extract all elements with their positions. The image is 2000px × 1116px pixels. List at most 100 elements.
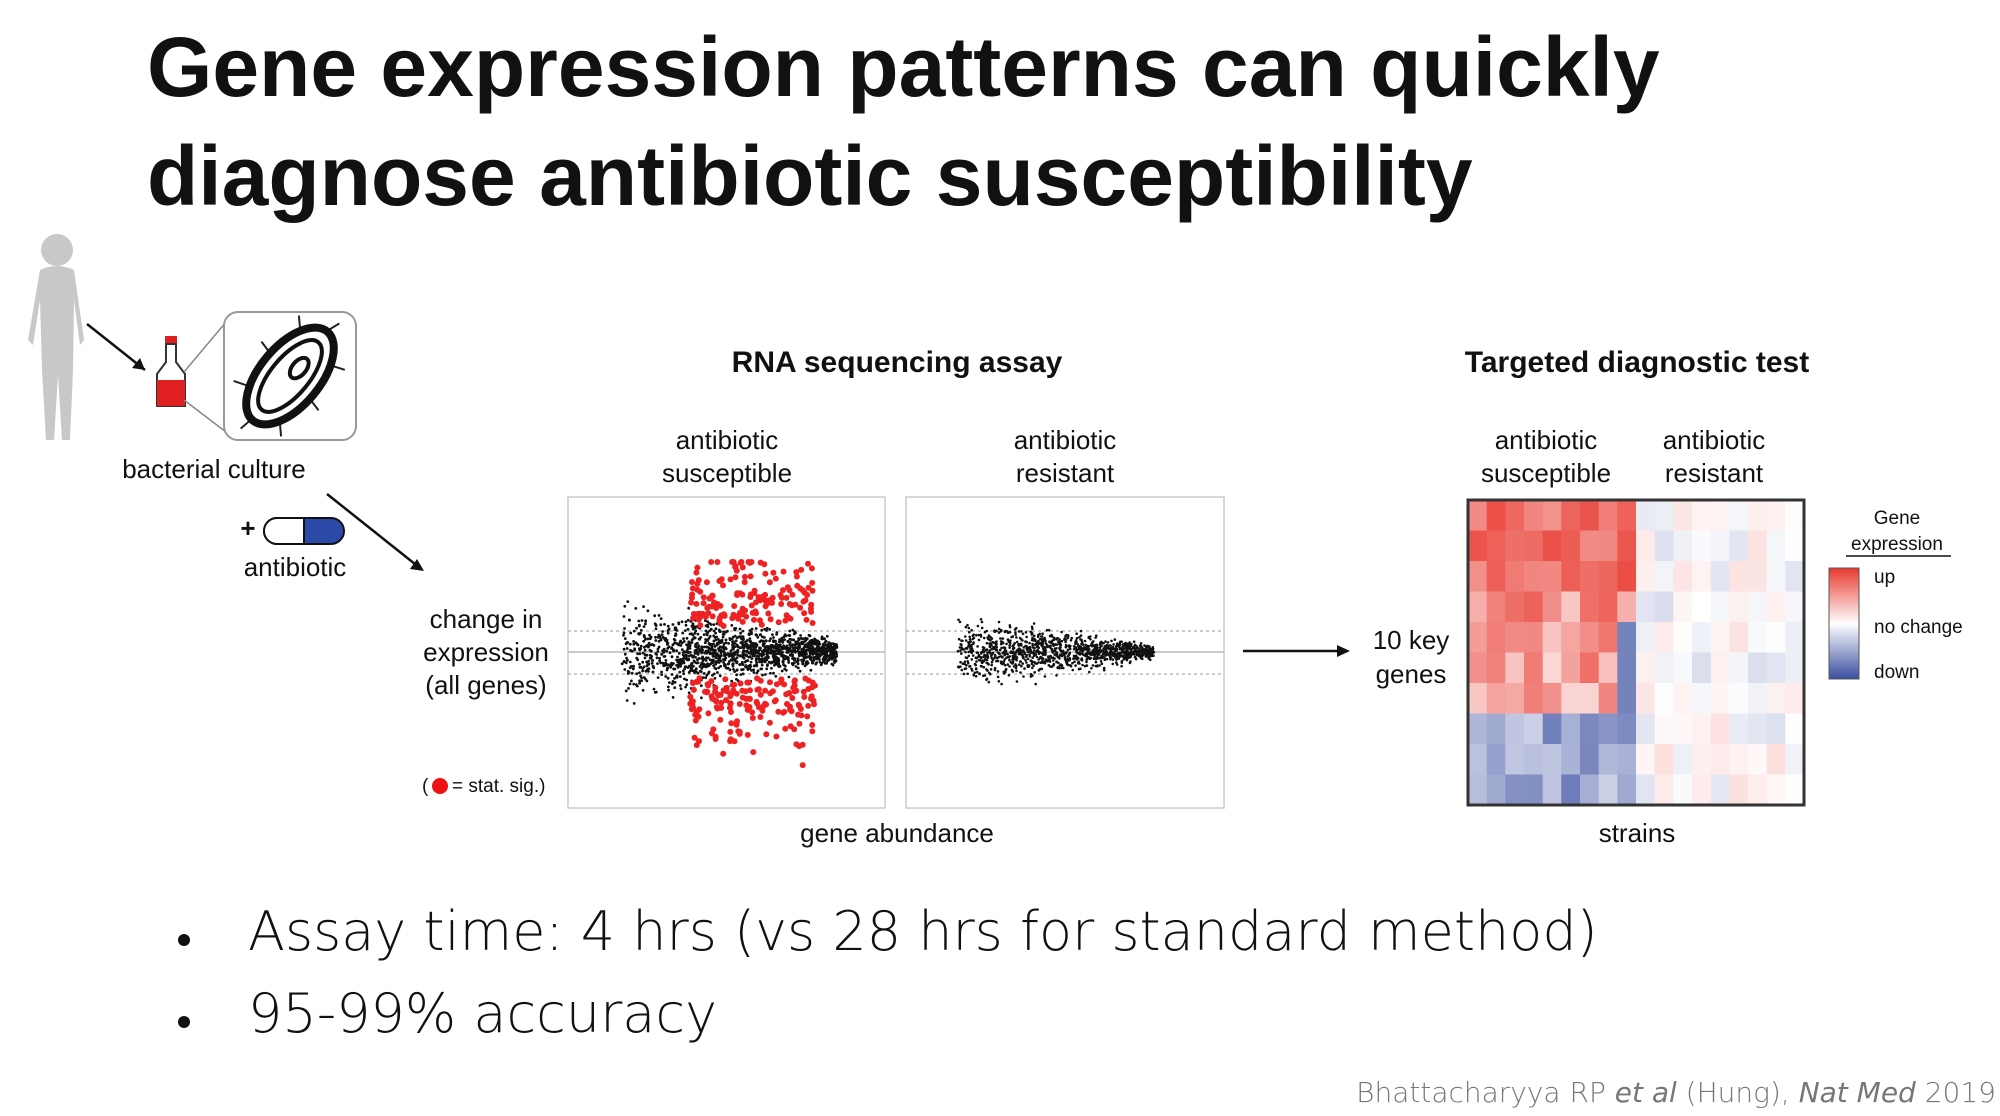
scatter-dot [783, 633, 787, 636]
scatter-dot [695, 670, 698, 674]
scatter-dot [796, 666, 800, 670]
heatmap-cell [1729, 561, 1749, 592]
scatter-dot [977, 638, 981, 642]
scatter-dot [634, 641, 638, 645]
scatter-dot [823, 654, 827, 658]
heatmap-cell [1468, 591, 1488, 623]
scatter-dot [730, 679, 733, 683]
scatter-dot [722, 661, 725, 664]
scatter-dot [785, 614, 792, 621]
scatter-dot [1065, 661, 1069, 665]
scatter-dot [696, 632, 700, 636]
scatter-dot [755, 644, 759, 648]
scatter-dot [1050, 648, 1054, 651]
scatter-dot [640, 619, 644, 622]
scatter-dot [1117, 657, 1121, 660]
scatter-dot [696, 658, 699, 662]
scatter-dot [808, 651, 812, 655]
scatter-dot [786, 639, 790, 643]
scatter-dot [802, 640, 806, 644]
scatter-dot [1077, 651, 1080, 655]
scatter-dot [987, 663, 990, 666]
scatter-dot [741, 651, 745, 655]
scatter-dot [753, 651, 757, 654]
scatter-dot [1019, 660, 1022, 663]
section-title: RNA sequencing assay [732, 346, 1063, 379]
heatmap-cell [1729, 683, 1749, 714]
scatter-dot [1012, 665, 1016, 668]
scatter-dot [774, 649, 778, 653]
scatter-dot [796, 720, 803, 727]
scatter-dot [805, 702, 812, 709]
scatter-dot [786, 587, 793, 594]
scatter-dot [706, 620, 710, 624]
scatter-dot [997, 651, 1001, 655]
scatter-dot [638, 679, 641, 683]
scatter-dot [831, 642, 835, 646]
scatter-dot [728, 660, 731, 663]
scatter-dot [766, 656, 770, 659]
scatter-dot [749, 709, 756, 716]
scatter-dot [821, 637, 824, 641]
scatter-dot [1120, 664, 1123, 668]
scatter-dot [811, 653, 815, 656]
citation-part: Nat Med [1798, 1076, 1916, 1109]
heatmap-cell [1580, 500, 1600, 531]
scatter-dot [762, 658, 766, 661]
heatmap-cell [1785, 774, 1805, 806]
scatter-dot [667, 645, 671, 649]
scatter-dot [782, 725, 789, 732]
scatter-dot [746, 668, 750, 671]
scatter-dot [1019, 642, 1022, 646]
scatter-dot [755, 686, 762, 693]
scatter-dot [766, 664, 769, 667]
scatter-dot [665, 668, 669, 672]
scatter-dot [630, 671, 634, 675]
scatter-dot [811, 701, 817, 708]
scatter-dot [1012, 655, 1015, 659]
scatter-dot [654, 639, 658, 642]
scatter-dot [684, 657, 688, 661]
scatter-dot [1134, 657, 1138, 661]
scatter-dot [986, 637, 990, 640]
scatter-dot [739, 618, 746, 625]
scatter-dot [624, 661, 628, 665]
heatmap-cell [1561, 683, 1581, 714]
scatter-dot [1029, 675, 1033, 678]
scatter-dot [794, 640, 797, 644]
bullet-list: Assay time: 4 hrs (vs 28 hrs for standar… [170, 900, 1598, 1064]
heatmap-cell [1729, 530, 1749, 562]
scatter-dot [749, 645, 753, 649]
scatter-dot [795, 660, 798, 663]
heatmap-cell [1561, 591, 1581, 623]
scatter-dot [698, 638, 701, 641]
scatter-dot [1011, 661, 1014, 664]
scatter-dot [1010, 650, 1014, 654]
scatter-dot [760, 649, 764, 653]
heatmap-cell [1542, 591, 1562, 623]
scatter-dot [661, 630, 664, 633]
patient-silhouette [28, 234, 84, 440]
scatter-dot [1137, 653, 1141, 656]
scatter-dot [1124, 652, 1128, 656]
scatter-dot [778, 638, 781, 641]
scatter-dot [807, 605, 814, 612]
scatter-dot [735, 673, 738, 677]
scatter-dot [783, 657, 787, 661]
scatter-dot [696, 706, 703, 713]
scatter-dot [975, 670, 979, 674]
scatter-dot [796, 662, 800, 666]
scatter-dot [793, 741, 800, 748]
scatter-dot [718, 657, 721, 661]
scatter-dot [659, 661, 663, 665]
scatter-dot [713, 645, 717, 648]
scatter-dot [997, 620, 1001, 624]
scatter-dot [798, 653, 801, 657]
heatmap-cell [1636, 774, 1656, 806]
scatter-dot [968, 630, 971, 634]
scatter-dot [653, 614, 657, 618]
scatter-dot [1137, 646, 1140, 650]
scatter-dot [1103, 645, 1107, 648]
scatter-dot [684, 650, 687, 654]
scatter-dot [735, 728, 742, 735]
